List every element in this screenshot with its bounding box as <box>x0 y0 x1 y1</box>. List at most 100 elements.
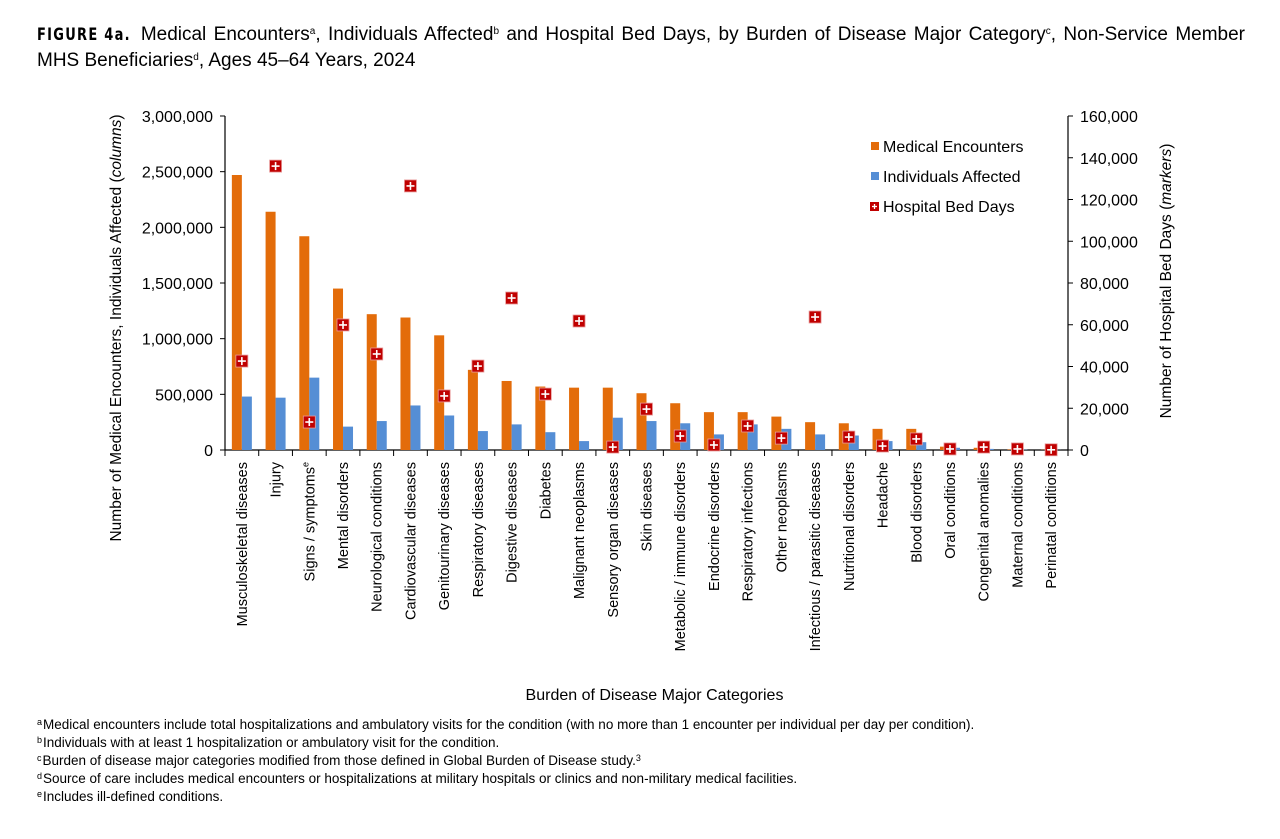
left-tick-label: 2,000,000 <box>142 220 213 237</box>
x-tick-label: Mental disorders <box>336 462 352 569</box>
legend: Medical Encounters Individuals Affected Ho… <box>870 139 1024 216</box>
bar-medical-encounters <box>535 386 546 450</box>
bar-individuals-affected <box>612 417 623 450</box>
marker-hospital-bed-days <box>1044 443 1058 457</box>
right-tick-label: 120,000 <box>1080 193 1138 210</box>
footnote-e: eIncludes ill-defined conditions. <box>37 789 224 804</box>
left-tick-label: 1,000,000 <box>142 332 213 349</box>
bar-individuals-affected <box>343 426 354 450</box>
bar-medical-encounters <box>231 175 242 451</box>
x-tick-superscript: e <box>300 462 310 467</box>
x-axis-title: Burden of Disease Major Categories <box>526 687 784 704</box>
title-text: Medical Encounters <box>140 24 310 45</box>
x-tick-label: Endocrine disorders <box>707 462 723 591</box>
bar-individuals-affected <box>376 421 387 450</box>
marker-hospital-bed-days <box>909 432 923 446</box>
title-text: and Hospital Bed Days, by Burden of Dise… <box>499 24 1046 45</box>
bar-individuals-affected <box>309 377 320 450</box>
bar-medical-encounters <box>872 428 883 450</box>
x-tick-label: Genitourinary diseases <box>437 462 453 610</box>
marker-hospital-bed-days <box>471 359 485 373</box>
marker-hospital-bed-days <box>808 310 822 324</box>
bar-individuals-affected <box>241 396 252 450</box>
x-tick-label: Malignant neoplasms <box>572 462 588 599</box>
bar-medical-encounters <box>703 412 714 450</box>
bar-individuals-affected <box>815 434 826 450</box>
right-tick-label: 0 <box>1080 443 1089 460</box>
left-tick-label: 2,500,000 <box>142 165 213 182</box>
bar-medical-encounters <box>805 422 816 450</box>
right-tick-label: 40,000 <box>1080 360 1129 377</box>
x-tick-label: Metabolic / immune disorders <box>673 462 689 651</box>
x-tick-label: Neurological conditions <box>370 462 386 612</box>
bar-individuals-affected <box>275 397 286 450</box>
x-tick-label: Digestive diseases <box>505 462 521 583</box>
left-tick-label: 0 <box>204 443 213 460</box>
x-tick-label: Headache <box>876 462 892 528</box>
bar-medical-encounters <box>602 387 613 450</box>
x-tick-label: Injury <box>269 461 285 497</box>
marker-hospital-bed-days <box>673 429 687 443</box>
marker-hospital-bed-days <box>842 430 856 444</box>
bar-medical-encounters <box>299 236 310 450</box>
marker-hospital-bed-days <box>505 291 519 305</box>
x-tick-label: Respiratory infections <box>741 462 757 601</box>
bar-individuals-affected <box>545 432 556 450</box>
bar-medical-encounters <box>501 380 512 450</box>
title-superscript: a <box>309 26 316 37</box>
bar-individuals-affected <box>646 421 657 450</box>
marker-hospital-bed-days <box>741 419 755 433</box>
x-tick-label: Skin diseases <box>640 462 656 551</box>
bar-medical-encounters <box>467 369 478 450</box>
bar-medical-encounters <box>670 403 681 450</box>
marker-hospital-bed-days <box>876 439 889 453</box>
marker-hospital-bed-days <box>640 402 653 416</box>
x-tick-label: Cardiovascular diseases <box>403 462 419 620</box>
x-tick-label: Oral conditions <box>943 462 959 559</box>
x-tick-label: Sensory organ diseases <box>606 462 622 618</box>
footnotes: aMedical encounters include total hospit… <box>37 716 974 806</box>
marker-hospital-bed-days <box>977 440 991 454</box>
legend-label: Individuals Affected <box>883 169 1021 186</box>
title-text: , Non-Service Member MHS Beneficiaries <box>37 24 1246 71</box>
figure-title: FIGURE 4a. Medical Encountersa, Individu… <box>37 22 1245 73</box>
title-text: , Individuals Affected <box>315 24 494 45</box>
marker-hospital-bed-days <box>943 442 957 456</box>
bar-medical-encounters <box>400 317 411 450</box>
legend-swatch <box>871 142 879 150</box>
title-superscript: c <box>1045 26 1051 37</box>
bar-individuals-affected <box>579 441 590 450</box>
marker-hospital-bed-days <box>572 314 586 328</box>
right-tick-label: 60,000 <box>1080 318 1129 335</box>
marker-hospital-bed-days <box>606 440 620 454</box>
marker-hospital-bed-days <box>1011 442 1024 456</box>
marker-hospital-bed-days <box>774 431 788 445</box>
bar-individuals-affected <box>747 424 758 450</box>
x-tick-label: Respiratory diseases <box>471 462 487 597</box>
right-tick-label: 140,000 <box>1080 151 1138 168</box>
marker-hospital-bed-days <box>707 438 721 452</box>
legend-swatch <box>871 172 879 180</box>
right-tick-label: 100,000 <box>1080 234 1138 251</box>
x-tick-label: Perinatal conditions <box>1044 462 1060 589</box>
title-superscript: d <box>193 52 199 63</box>
bar-individuals-affected <box>916 442 927 450</box>
marker-hospital-bed-days <box>336 318 350 332</box>
footnote-c: cBurden of disease major categories modi… <box>37 753 641 768</box>
right-tick-label: 20,000 <box>1080 401 1129 418</box>
x-tick-label: Infectious / parasitic diseases <box>808 462 824 651</box>
title-superscript: b <box>493 26 499 37</box>
marker-hospital-bed-days <box>269 159 282 173</box>
left-tick-label: 3,000,000 <box>142 109 213 126</box>
footnote-a: aMedical encounters include total hospit… <box>37 717 975 732</box>
bar-individuals-affected <box>444 415 455 450</box>
x-tick-label: Musculoskeletal diseases <box>235 462 251 626</box>
marker-hospital-bed-days <box>302 415 316 429</box>
x-tick-label: Diabetes <box>538 462 554 519</box>
bar-individuals-affected <box>477 431 488 450</box>
legend-label: Medical Encounters <box>883 139 1024 156</box>
bar-medical-encounters <box>366 314 377 450</box>
footnote-d: dSource of care includes medical encount… <box>37 771 798 786</box>
legend-label: Hospital Bed Days <box>883 199 1015 216</box>
bar-individuals-affected <box>410 405 421 450</box>
